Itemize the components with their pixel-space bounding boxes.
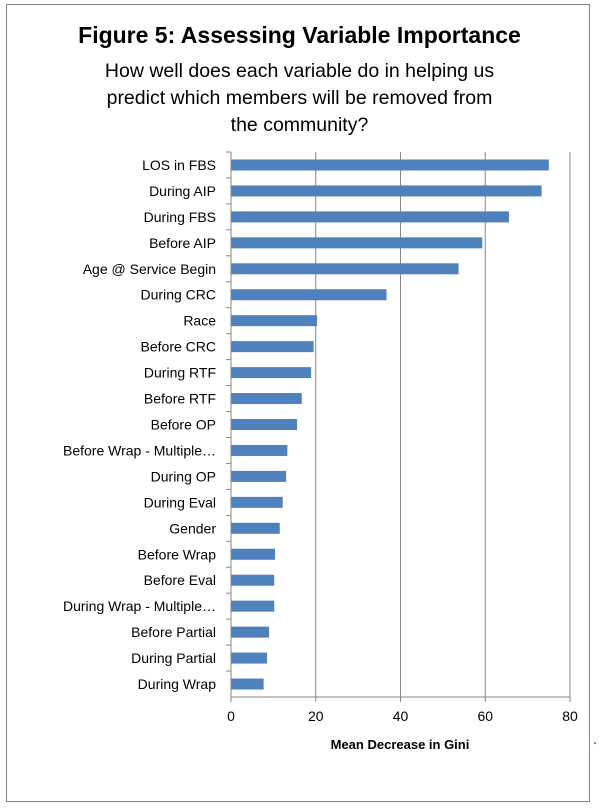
bar-5 (231, 263, 459, 275)
bar-20 (231, 652, 268, 664)
x-tick-label-80: 80 (562, 708, 578, 724)
bar-12 (231, 444, 288, 456)
x-tick-label-60: 60 (477, 708, 493, 724)
bar-15 (231, 522, 280, 534)
x-axis-label: Mean Decrease in Gini (331, 737, 470, 752)
bar-18 (231, 600, 275, 612)
bar-3 (231, 211, 509, 223)
category-label-9: During RTF (144, 365, 216, 381)
bar-4 (231, 237, 483, 249)
category-label-18: During Wrap - Multiple… (63, 598, 216, 614)
category-label-8: Before CRC (141, 339, 216, 355)
bar-21 (231, 678, 264, 690)
category-label-1: LOS in FBS (142, 157, 216, 173)
bar-19 (231, 626, 270, 638)
bar-1 (231, 159, 549, 171)
bar-8 (231, 341, 314, 353)
x-tick-label-0: 0 (227, 708, 235, 724)
chart-subtitle-line-3: the community? (230, 114, 369, 136)
bar-17 (231, 574, 275, 586)
stray-mark (594, 742, 596, 744)
category-label-13: During OP (151, 468, 216, 484)
chart-frame (6, 4, 590, 802)
chart-subtitle-line-2: predict which members will be removed fr… (106, 87, 493, 109)
category-label-10: Before RTF (144, 391, 216, 407)
bar-16 (231, 548, 276, 560)
x-tick-label-40: 40 (393, 708, 409, 724)
bar-14 (231, 496, 283, 508)
category-label-19: Before Partial (131, 624, 216, 640)
chart-title: Figure 5: Assessing Variable Importance (78, 22, 521, 48)
x-tick-label-20: 20 (308, 708, 324, 724)
category-label-2: During AIP (149, 183, 216, 199)
category-label-6: During CRC (141, 287, 216, 303)
bar-2 (231, 185, 542, 197)
bar-6 (231, 289, 387, 301)
bar-9 (231, 367, 312, 379)
category-label-20: During Partial (131, 650, 216, 666)
category-label-17: Before Eval (144, 572, 216, 588)
category-label-16: Before Wrap (138, 546, 217, 562)
bar-7 (231, 315, 318, 327)
category-label-11: Before OP (151, 417, 216, 433)
bar-11 (231, 419, 298, 430)
category-label-5: Age @ Service Begin (83, 261, 216, 277)
bar-13 (231, 470, 287, 482)
category-label-21: During Wrap (138, 676, 217, 692)
category-label-3: During FBS (144, 209, 216, 225)
category-label-15: Gender (169, 520, 216, 536)
category-label-7: Race (183, 313, 216, 329)
bar-10 (231, 393, 302, 405)
category-label-14: During Eval (144, 494, 216, 510)
chart-subtitle-line-1: How well does each variable do in helpin… (104, 60, 495, 82)
category-label-4: Before AIP (149, 235, 216, 251)
category-label-12: Before Wrap - Multiple… (63, 442, 216, 458)
